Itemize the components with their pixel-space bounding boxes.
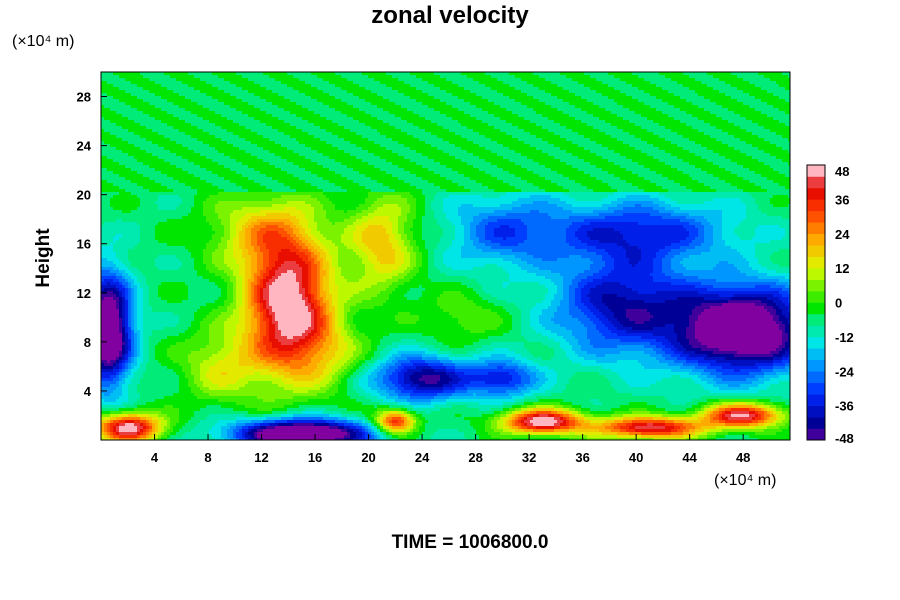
x-tick-label: 28: [468, 450, 482, 465]
colorbar-tick-label: 48: [835, 164, 849, 179]
x-tick-label: 8: [204, 450, 211, 465]
y-tick-label: 8: [84, 335, 91, 350]
colorbar-swatch: [807, 211, 825, 223]
y-tick-label: 12: [77, 286, 91, 301]
y-tick-label: 24: [77, 139, 92, 154]
y-axis-label: Height: [33, 228, 54, 288]
colorbar-swatch: [807, 360, 825, 372]
x-tick-label: 44: [682, 450, 697, 465]
x-tick-label: 24: [415, 450, 430, 465]
x-tick-label: 12: [254, 450, 268, 465]
x-tick-label: 32: [522, 450, 536, 465]
colorbar-swatch: [807, 234, 825, 246]
colorbar-swatch: [807, 371, 825, 383]
heatmap-field: [101, 72, 790, 440]
colorbar-swatch: [807, 245, 825, 257]
colorbar-swatch: [807, 337, 825, 349]
colorbar-swatch: [807, 348, 825, 360]
x-tick-label: 20: [361, 450, 375, 465]
colorbar-swatch: [807, 257, 825, 269]
colorbar-ticks: 48 36 24 12 0 -12 -24 -36 -48: [835, 164, 855, 446]
y-tick-label: 16: [77, 237, 91, 252]
colorbar-swatch: [807, 188, 825, 200]
colorbar-swatch: [807, 199, 825, 211]
colorbar-swatch: [807, 268, 825, 280]
colorbar-swatch: [807, 280, 825, 292]
x-tick-label: 16: [308, 450, 322, 465]
colorbar-tick-label: -24: [835, 364, 855, 379]
x-tick-label: 40: [629, 450, 643, 465]
colorbar-swatch: [807, 429, 825, 441]
colorbar-tick-label: -48: [835, 431, 854, 446]
colorbar-swatch: [807, 406, 825, 418]
colorbar: [807, 165, 825, 440]
colorbar-tick-label: -12: [835, 330, 854, 345]
colorbar-tick-label: 24: [835, 227, 850, 242]
colorbar-swatch: [807, 394, 825, 406]
colorbar-tick-label: 12: [835, 261, 849, 276]
x-tick-label: 48: [736, 450, 750, 465]
colorbar-tick-label: 0: [835, 296, 842, 311]
colorbar-swatch: [807, 291, 825, 303]
y-tick-label: 4: [84, 384, 92, 399]
colorbar-swatch: [807, 176, 825, 188]
colorbar-swatch: [807, 314, 825, 326]
y-tick-label: 20: [77, 188, 91, 203]
colorbar-swatch: [807, 222, 825, 234]
colorbar-swatch: [807, 303, 825, 315]
x-tick-label: 36: [575, 450, 589, 465]
colorbar-tick-label: 36: [835, 192, 849, 207]
y-tick-label: 28: [77, 90, 91, 105]
x-tick-label: 4: [151, 450, 159, 465]
colorbar-swatch: [807, 383, 825, 395]
colorbar-swatch: [807, 165, 825, 177]
colorbar-tick-label: -36: [835, 399, 854, 414]
colorbar-swatch: [807, 417, 825, 429]
colorbar-swatch: [807, 325, 825, 337]
